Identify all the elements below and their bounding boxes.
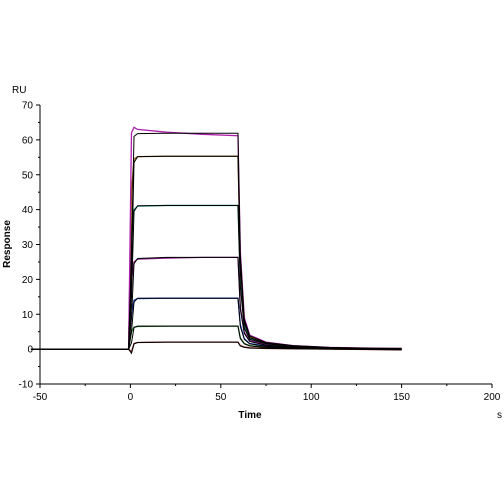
y-tick-label: 30: [22, 240, 34, 251]
fit-line-4: [30, 256, 402, 350]
series-line-4: [30, 256, 402, 350]
x-unit-label: s: [497, 410, 502, 421]
y-tick-label: 50: [22, 170, 34, 181]
series-group: [30, 126, 402, 355]
y-tick-label: 70: [22, 101, 34, 112]
fit-line-5: [30, 204, 402, 350]
fit-line-2: [30, 325, 402, 350]
x-axis-title: Time: [238, 410, 262, 421]
x-tick-label: -50: [33, 392, 48, 403]
series-line-1: [30, 341, 402, 354]
x-tick-label: 50: [215, 392, 227, 403]
ticks-group: -10 0 10 20 30 40 50 60 70 -50 0 50 100 150 200: [19, 101, 501, 404]
x-tick-label: 200: [484, 392, 501, 403]
y-tick-label: 40: [22, 205, 34, 216]
y-tick-label: 60: [22, 135, 34, 146]
y-tick-label: 20: [22, 275, 34, 286]
series-line-6: [30, 155, 402, 350]
fit-line-7: [30, 132, 402, 350]
y-unit-label: RU: [12, 85, 26, 96]
y-axis-title: Response: [2, 220, 13, 268]
x-tick-label: 150: [393, 392, 410, 403]
series-line-7: [30, 126, 402, 350]
fit-line-3: [30, 297, 402, 350]
y-tick-label: 10: [22, 310, 34, 321]
x-tick-label: 100: [303, 392, 320, 403]
series-line-5: [30, 204, 402, 350]
x-tick-label: 0: [128, 392, 134, 403]
series-line-2: [30, 325, 402, 351]
y-tick-label: -10: [19, 380, 34, 391]
fit-line-6: [30, 155, 402, 350]
y-tick-label: 0: [27, 345, 33, 356]
fit-line-1: [30, 341, 402, 355]
series-line-3: [30, 297, 402, 350]
